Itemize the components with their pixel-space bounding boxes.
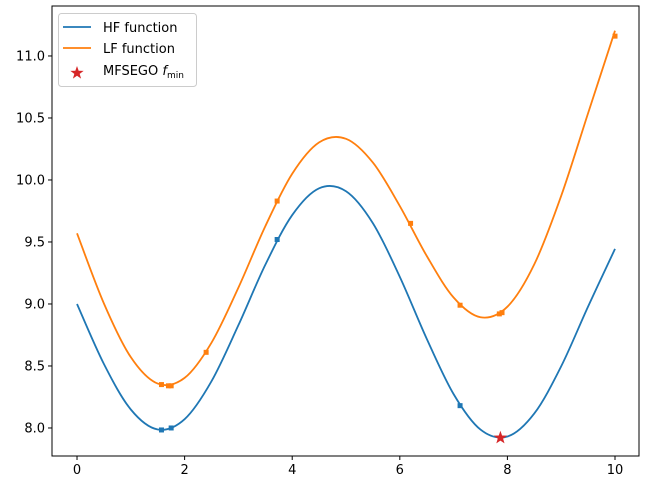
series-line-hf [76, 185, 616, 439]
y-tick-label: 9.0 [24, 297, 45, 312]
sample-point [274, 198, 280, 204]
plot-area [76, 30, 618, 444]
x-tick-label: 10 [607, 463, 624, 478]
sample-point [165, 383, 171, 389]
y-tick-label: 9.5 [24, 235, 45, 250]
sample-point [158, 427, 164, 433]
y-tick-label: 8.5 [24, 359, 45, 374]
axes-frame [51, 5, 640, 457]
x-tick-label: 6 [396, 463, 404, 478]
sample-point [496, 311, 502, 317]
legend-lf-label: LF function [103, 42, 175, 57]
y-tick-label: 10.0 [16, 173, 45, 188]
legend-star-icon [70, 66, 84, 79]
y-tick-label: 8.0 [24, 421, 45, 436]
ticks: 0 2 4 6 8 10 8.0 8.5 9.0 9.5 10.0 10.5 11.0 [16, 49, 623, 478]
sample-point [168, 425, 174, 431]
x-tick-label: 2 [180, 463, 188, 478]
sample-point [168, 383, 174, 389]
optimum-star-marker [493, 430, 508, 444]
sample-point [158, 382, 164, 388]
legend-optimum-label: MFSEGO fmin [103, 64, 184, 81]
sample-point [457, 302, 463, 308]
sample-point [612, 33, 618, 39]
x-tick-label: 0 [73, 463, 81, 478]
sample-point [457, 403, 463, 409]
legend-hf-label: HF function [103, 21, 178, 36]
sample-point [408, 220, 414, 226]
sample-point [499, 310, 505, 316]
sample-point [203, 349, 209, 355]
x-tick-label: 8 [503, 463, 511, 478]
y-tick-label: 11.0 [16, 49, 45, 64]
y-tick-label: 10.5 [16, 111, 45, 126]
x-tick-label: 4 [288, 463, 296, 478]
legend-box [58, 13, 197, 87]
legend: HF function LF function MFSEGO fmin [58, 13, 197, 87]
sample-point [274, 236, 280, 242]
